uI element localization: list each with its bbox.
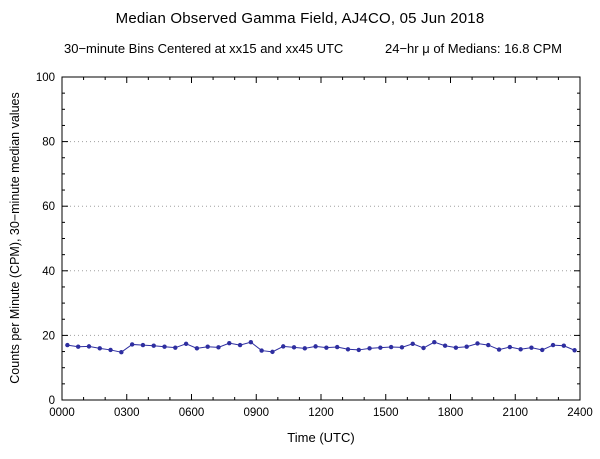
data-point <box>378 345 383 350</box>
data-point <box>108 347 113 353</box>
data-point <box>227 340 232 346</box>
data-point <box>194 346 200 351</box>
plot-frame <box>61 76 581 401</box>
data-point <box>464 344 469 349</box>
y-tick-label: 100 <box>36 72 55 84</box>
data-point <box>216 345 221 350</box>
y-tick-label: 40 <box>42 266 55 278</box>
x-axis-label: Time (UTC) <box>287 430 355 445</box>
data-point <box>367 346 372 351</box>
chart-subtitle-bins: 30−minute Bins Centered at xx15 and xx45… <box>64 41 344 56</box>
data-point <box>129 342 135 347</box>
x-tick-label: 0600 <box>179 407 205 419</box>
data-point <box>453 345 459 350</box>
data-point <box>162 344 167 349</box>
data-point <box>345 347 351 352</box>
data-point <box>97 346 102 351</box>
data-point <box>205 344 210 349</box>
data-point <box>291 345 297 350</box>
y-tick-label: 80 <box>42 137 55 149</box>
data-point <box>119 349 124 355</box>
data-point <box>65 342 70 348</box>
x-tick-label: 0300 <box>114 407 140 419</box>
data-point <box>75 344 81 349</box>
y-tick-label: 0 <box>49 395 55 407</box>
x-tick-label: 2400 <box>567 407 593 419</box>
data-point <box>140 342 146 348</box>
data-point <box>399 345 405 350</box>
y-axis-label: Counts per Minute (CPM), 30−minute media… <box>8 92 22 384</box>
data-point <box>183 341 189 346</box>
data-point <box>324 345 329 350</box>
data-point <box>561 343 567 348</box>
data-point <box>259 348 264 353</box>
data-point <box>313 344 318 349</box>
data-point <box>356 347 361 353</box>
data-point <box>507 344 513 350</box>
data-point <box>302 346 308 351</box>
chart-subtitle-mean: 24−hr μ of Medians: 16.8 CPM <box>385 41 562 56</box>
data-point <box>540 347 545 353</box>
x-tick-label: 1500 <box>373 407 399 419</box>
data-point <box>432 339 437 345</box>
data-point <box>410 341 415 346</box>
y-tick-label: 60 <box>42 201 55 213</box>
chart-title: Median Observed Gamma Field, AJ4CO, 05 J… <box>115 10 485 27</box>
data-point <box>475 341 480 346</box>
data-point <box>518 347 523 352</box>
x-tick-label: 2100 <box>502 407 528 419</box>
data-point <box>281 344 286 349</box>
data-point <box>572 348 577 353</box>
data-point <box>173 345 178 350</box>
x-tick-label: 1200 <box>308 407 334 419</box>
data-point <box>496 347 502 352</box>
data-point <box>237 342 243 348</box>
data-point <box>334 344 340 350</box>
data-point <box>529 345 534 350</box>
data-point <box>442 343 448 348</box>
x-tick-label: 0000 <box>49 407 75 419</box>
data-point <box>248 339 254 345</box>
data-point <box>421 345 426 351</box>
data-point <box>270 349 275 355</box>
data-point <box>151 343 156 348</box>
x-tick-label: 1800 <box>438 407 464 419</box>
x-tick-label: 0900 <box>243 407 269 419</box>
y-tick-label: 20 <box>42 330 55 342</box>
data-point <box>550 342 556 348</box>
data-point <box>486 342 491 348</box>
data-point <box>86 344 92 349</box>
data-point <box>388 344 394 350</box>
